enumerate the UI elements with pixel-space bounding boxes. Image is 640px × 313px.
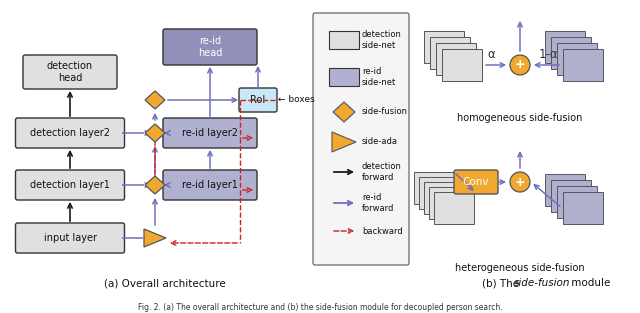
Text: detection
side-net: detection side-net: [362, 30, 402, 50]
FancyBboxPatch shape: [557, 186, 597, 218]
Text: re-id
forward: re-id forward: [362, 193, 394, 213]
Text: ← boxes: ← boxes: [278, 95, 315, 105]
FancyBboxPatch shape: [313, 13, 409, 265]
FancyBboxPatch shape: [563, 192, 603, 224]
FancyBboxPatch shape: [15, 170, 125, 200]
Circle shape: [510, 172, 530, 192]
FancyBboxPatch shape: [23, 55, 117, 89]
FancyBboxPatch shape: [545, 174, 585, 206]
Text: homogeneous side-fusion: homogeneous side-fusion: [458, 113, 582, 123]
FancyBboxPatch shape: [329, 31, 359, 49]
FancyBboxPatch shape: [329, 68, 359, 86]
Text: input layer: input layer: [44, 233, 97, 243]
FancyBboxPatch shape: [414, 172, 454, 204]
FancyBboxPatch shape: [442, 49, 482, 81]
Text: (a) Overall architecture: (a) Overall architecture: [104, 278, 226, 288]
Text: detection layer1: detection layer1: [30, 180, 110, 190]
Text: re-id
side-net: re-id side-net: [362, 67, 396, 87]
Circle shape: [510, 55, 530, 75]
FancyBboxPatch shape: [424, 31, 464, 63]
Text: Fig. 2. (a) The overall architecture and (b) the side-fusion module for decouple: Fig. 2. (a) The overall architecture and…: [138, 302, 502, 311]
Text: backward: backward: [362, 227, 403, 235]
FancyBboxPatch shape: [454, 170, 498, 194]
Polygon shape: [144, 229, 166, 247]
FancyBboxPatch shape: [557, 43, 597, 75]
FancyBboxPatch shape: [239, 88, 277, 112]
Text: re-id
head: re-id head: [198, 36, 222, 58]
Text: re-id layer1: re-id layer1: [182, 180, 238, 190]
Polygon shape: [145, 91, 165, 109]
FancyBboxPatch shape: [15, 223, 125, 253]
Text: Conv: Conv: [463, 177, 489, 187]
FancyBboxPatch shape: [419, 177, 459, 209]
FancyBboxPatch shape: [563, 49, 603, 81]
FancyBboxPatch shape: [545, 31, 585, 63]
Text: heterogeneous side-fusion: heterogeneous side-fusion: [455, 263, 585, 273]
Text: (b) The: (b) The: [482, 278, 522, 288]
Text: detection layer2: detection layer2: [30, 128, 110, 138]
Text: detection
forward: detection forward: [362, 162, 402, 182]
Text: side-fusion: side-fusion: [362, 107, 408, 116]
Text: side-ada: side-ada: [362, 137, 398, 146]
Text: α: α: [487, 49, 495, 61]
FancyBboxPatch shape: [434, 192, 474, 224]
Polygon shape: [333, 102, 355, 122]
Text: module: module: [568, 278, 611, 288]
FancyBboxPatch shape: [429, 187, 469, 219]
FancyBboxPatch shape: [163, 29, 257, 65]
Text: side-fusion: side-fusion: [514, 278, 570, 288]
Text: +: +: [515, 176, 525, 188]
Text: RoI: RoI: [250, 95, 266, 105]
FancyBboxPatch shape: [424, 182, 464, 214]
FancyBboxPatch shape: [15, 118, 125, 148]
Polygon shape: [332, 132, 356, 152]
Text: +: +: [515, 59, 525, 71]
Text: 1-α: 1-α: [538, 49, 558, 61]
FancyBboxPatch shape: [551, 37, 591, 69]
FancyBboxPatch shape: [163, 170, 257, 200]
FancyBboxPatch shape: [436, 43, 476, 75]
FancyBboxPatch shape: [430, 37, 470, 69]
Text: re-id layer2: re-id layer2: [182, 128, 238, 138]
Polygon shape: [145, 176, 165, 194]
Polygon shape: [145, 124, 165, 142]
FancyBboxPatch shape: [163, 118, 257, 148]
Text: detection
head: detection head: [47, 61, 93, 83]
FancyBboxPatch shape: [551, 180, 591, 212]
